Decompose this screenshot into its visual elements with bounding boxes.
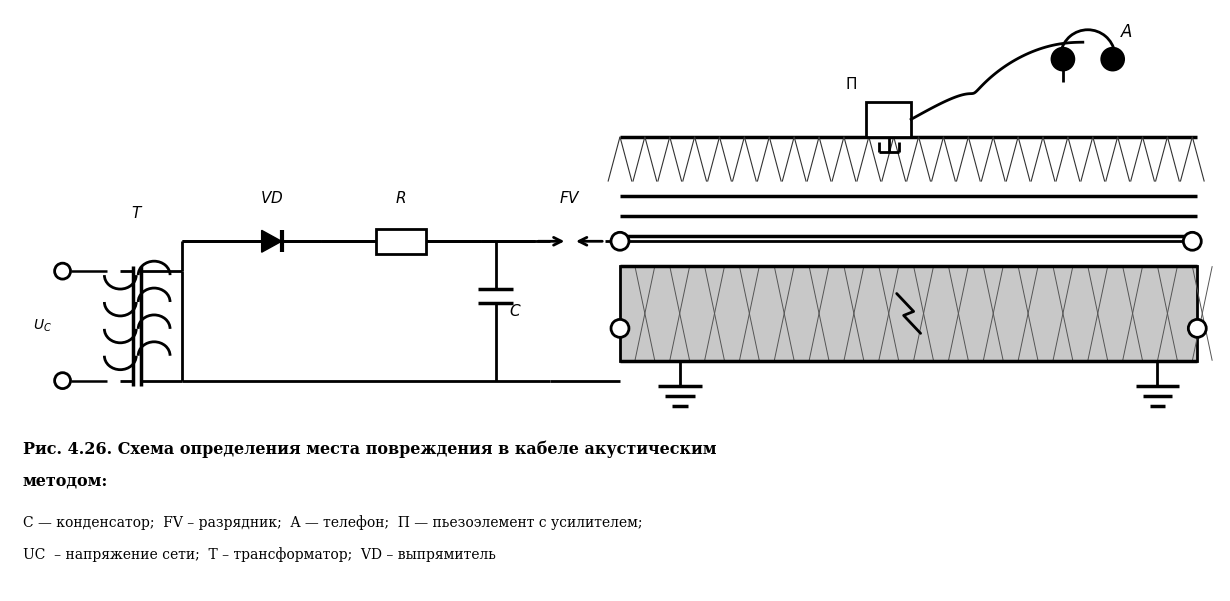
Text: $T$: $T$ bbox=[132, 206, 144, 221]
Circle shape bbox=[611, 233, 629, 250]
Text: C — конденсатор;  FV – разрядник;  A — телефон;  П — пьезоэлемент с усилителем;: C — конденсатор; FV – разрядник; A — тел… bbox=[22, 515, 642, 530]
Circle shape bbox=[1188, 319, 1207, 337]
Text: Рис. 4.26. Схема определения места повреждения в кабеле акустическим: Рис. 4.26. Схема определения места повре… bbox=[22, 441, 716, 458]
Text: UС  – напряжение сети;  T – трансформатор;  VD – выпрямитель: UС – напряжение сети; T – трансформатор;… bbox=[22, 547, 496, 562]
Text: $\Pi$: $\Pi$ bbox=[845, 76, 857, 92]
Text: $C$: $C$ bbox=[509, 303, 522, 319]
Circle shape bbox=[1183, 233, 1202, 250]
Circle shape bbox=[54, 263, 70, 279]
Text: $VD$: $VD$ bbox=[260, 191, 283, 206]
Bar bbox=[866, 102, 911, 137]
Text: $FV$: $FV$ bbox=[560, 191, 582, 206]
Bar bbox=[376, 229, 426, 254]
Circle shape bbox=[1052, 48, 1074, 70]
Circle shape bbox=[1102, 48, 1124, 70]
Circle shape bbox=[611, 319, 629, 337]
Polygon shape bbox=[262, 230, 282, 252]
Text: $U_C$: $U_C$ bbox=[33, 318, 52, 334]
Text: методом:: методом: bbox=[22, 472, 108, 489]
Text: $A$: $A$ bbox=[1119, 24, 1133, 41]
Bar bbox=[620, 266, 1197, 361]
Circle shape bbox=[54, 373, 70, 389]
Text: $R$: $R$ bbox=[395, 191, 407, 206]
